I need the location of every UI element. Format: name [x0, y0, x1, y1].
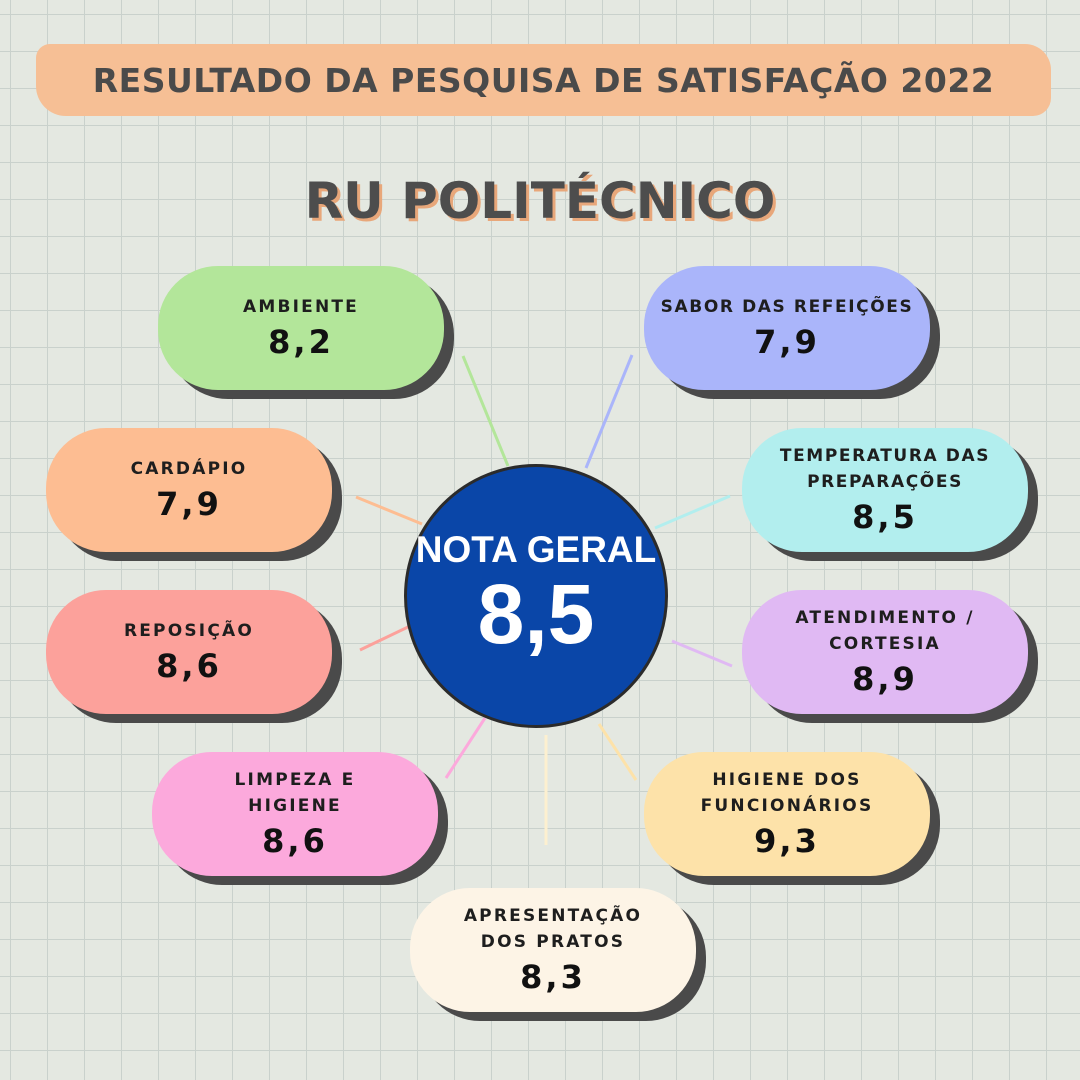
ray-higiene-func — [597, 723, 638, 781]
category-label: REPOSIÇÃO — [123, 621, 255, 641]
category-score: 8,6 — [156, 647, 222, 685]
page-title: RESULTADO DA PESQUISA DE SATISFAÇÃO 2022 — [92, 60, 995, 100]
category-score: 8,5 — [852, 498, 918, 536]
category-score: 7,9 — [754, 323, 820, 361]
category-score: 7,9 — [156, 485, 222, 523]
category-score: 9,3 — [754, 822, 820, 860]
pill-higiene-dos-funcionarios: HIGIENE DOS FUNCIONÁRIOS 9,3 — [644, 752, 930, 876]
category-label: TEMPERATURA DAS PREPARAÇÕES — [779, 446, 991, 492]
category-label: SABOR DAS REFEIÇÕES — [660, 297, 914, 317]
category-label: LIMPEZA E HIGIENE — [234, 770, 356, 816]
ray-sabor — [584, 354, 634, 469]
title-banner — [36, 44, 1051, 116]
pill-ambiente: AMBIENTE 8,2 — [158, 266, 444, 390]
pill-apresentacao-dos-pratos: APRESENTAÇÃO DOS PRATOS 8,3 — [410, 888, 696, 1012]
pill-cardapio: CARDÁPIO 7,9 — [46, 428, 332, 552]
category-score: 8,9 — [852, 660, 918, 698]
pill-atendimento-cortesia: ATENDIMENTO / CORTESIA 8,9 — [742, 590, 1028, 714]
overall-label: NOTA GERAL — [415, 529, 657, 570]
pill-limpeza-e-higiene: LIMPEZA E HIGIENE 8,6 — [152, 752, 438, 876]
category-label: AMBIENTE — [242, 297, 359, 317]
category-label: APRESENTAÇÃO DOS PRATOS — [463, 906, 643, 952]
overall-score-circle: NOTA GERAL 8,5 — [404, 464, 668, 728]
page-subtitle: RU POLITÉCNICO — [304, 172, 776, 230]
pill-temperatura-das-preparacoes: TEMPERATURA DAS PREPARAÇÕES 8,5 — [742, 428, 1028, 552]
ray-temperatura — [654, 494, 731, 530]
ray-ambiente — [461, 355, 510, 467]
category-label: ATENDIMENTO / CORTESIA — [795, 608, 975, 654]
category-score: 8,2 — [268, 323, 334, 361]
overall-score: 8,5 — [477, 567, 595, 661]
category-label: CARDÁPIO — [130, 459, 248, 479]
ray-cardapio — [355, 495, 423, 526]
ray-atendimento — [671, 639, 733, 668]
category-score: 8,3 — [520, 958, 586, 996]
ray-limpeza — [444, 717, 487, 779]
pill-reposicao: REPOSIÇÃO 8,6 — [46, 590, 332, 714]
category-score: 8,6 — [262, 822, 328, 860]
ray-reposicao — [359, 625, 409, 652]
category-label: HIGIENE DOS FUNCIONÁRIOS — [700, 770, 874, 816]
pill-sabor-das-refeicoes: SABOR DAS REFEIÇÕES 7,9 — [644, 266, 930, 390]
